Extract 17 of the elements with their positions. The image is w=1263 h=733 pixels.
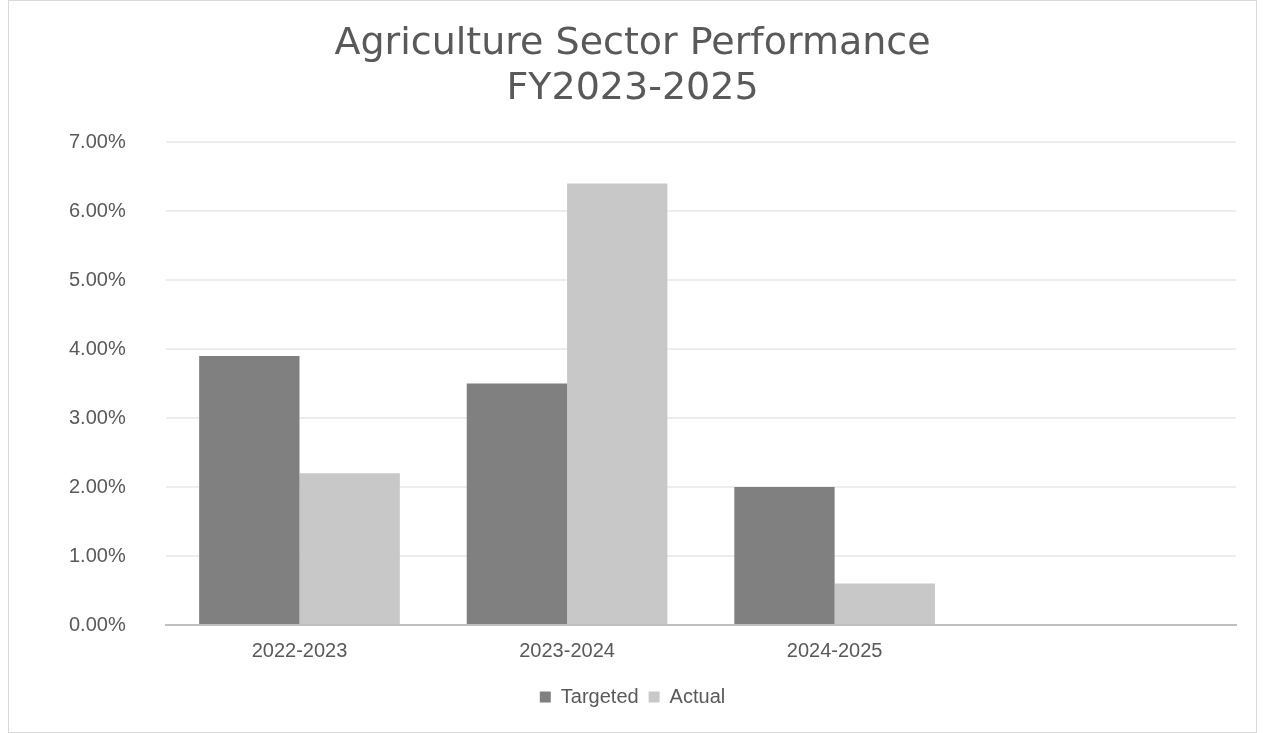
x-tick-label: 2023-2024 (519, 638, 615, 661)
y-tick-label: 7.00% (68, 129, 126, 152)
legend-label: Actual (669, 684, 726, 707)
y-tick-label: 0.00% (68, 612, 126, 635)
y-tick-label: 6.00% (68, 198, 126, 221)
x-tick-label: 2022-2023 (251, 638, 348, 661)
y-tick-label: 2.00% (68, 474, 126, 497)
y-tick-label: 4.00% (68, 336, 126, 359)
y-tick-label: 3.00% (68, 405, 126, 428)
bar (199, 356, 300, 624)
bar (734, 487, 835, 624)
y-tick-label: 5.00% (68, 267, 126, 290)
y-tick-label: 1.00% (68, 543, 126, 566)
bar (466, 383, 568, 624)
legend-label: Targeted (560, 684, 639, 707)
chart-title: Agriculture Sector Performance FY2023-2025 (334, 18, 931, 109)
x-tick-label: 2024-2025 (786, 638, 883, 661)
